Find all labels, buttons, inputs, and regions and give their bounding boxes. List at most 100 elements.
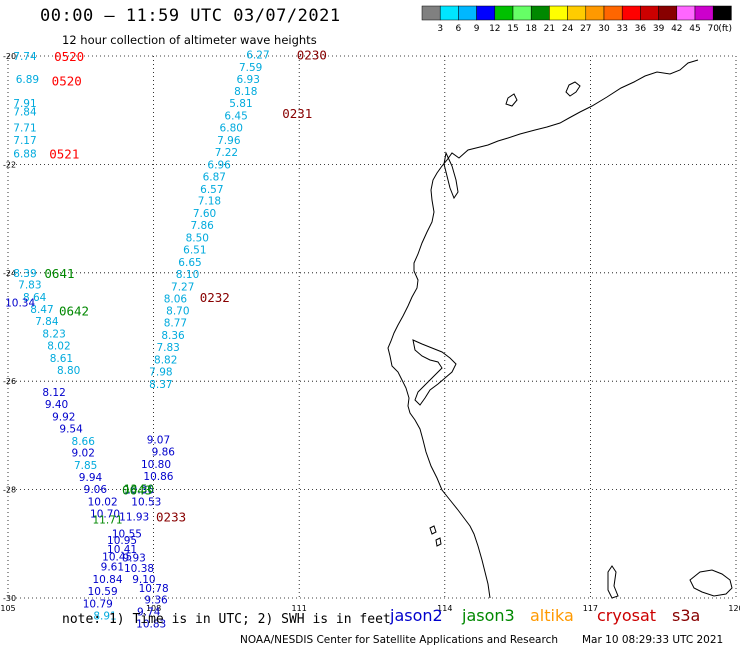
colorbar-swatch: [458, 5, 477, 21]
pass-labels: 0520 0520 0521 0230 0231 0232 0233 0641 0642 0643: [44, 47, 326, 524]
wave-height-point: 10.34: [5, 298, 35, 310]
wave-height-point: 10.95: [107, 535, 137, 547]
pass-label: 0520: [52, 73, 82, 88]
colorbar-unit: (ft): [718, 24, 732, 34]
wave-height-point: 10.41: [107, 544, 137, 556]
x-tick-label: 105: [0, 604, 15, 613]
wave-height-point: 10.84: [92, 574, 122, 586]
wave-height-point: 10.78: [139, 583, 169, 595]
wave-height-point: 10.45: [102, 551, 132, 563]
colorbar-swatch: [421, 5, 441, 21]
wave-height-point: 7.17: [13, 135, 36, 147]
colorbar-tick-label: 27: [580, 24, 591, 34]
colorbar-tick-label: 21: [544, 24, 555, 34]
colorbar-swatch: [476, 5, 496, 21]
x-tick-label: 108: [146, 604, 161, 613]
wave-height-point: 9.94: [79, 472, 103, 484]
wave-height-point: 7.18: [198, 196, 221, 208]
pass-label: 0520: [54, 49, 84, 64]
wave-height-point: 9.93: [122, 552, 145, 564]
wave-height-point: 8.18: [234, 86, 257, 98]
wave-height-point: 6.80: [220, 123, 243, 135]
wave-height-point: 6.96: [207, 159, 231, 171]
x-tick-label: 117: [583, 604, 598, 613]
wave-height-point: 9.92: [52, 411, 75, 423]
wave-height-point: 10.38: [124, 563, 154, 575]
wave-height-point: 8.12: [42, 387, 65, 399]
colorbar-swatch: [494, 5, 514, 21]
wave-height-point: 7.86: [190, 220, 214, 232]
pass-label: 0641: [44, 266, 74, 281]
wave-height-point: 7.96: [217, 135, 241, 147]
footer-credit: NOAA/NESDIS Center for Satellite Applica…: [240, 634, 558, 646]
wave-height-point: 6.57: [200, 184, 223, 196]
footer-note: note: 1) Time is in UTC; 2) SWH is in fe…: [62, 612, 391, 627]
wave-height-point: 8.23: [42, 329, 65, 341]
wave-height-point: 6.65: [178, 257, 201, 269]
island-south: [429, 525, 442, 547]
grid-lines: [7, 55, 737, 599]
island-east: [689, 569, 733, 597]
colorbar-swatch: [439, 5, 459, 21]
wave-height-point: 9.54: [59, 423, 83, 435]
wave-height-point: 8.66: [72, 436, 96, 448]
colorbar-tick-label: 18: [525, 24, 537, 34]
wave-height-point: 6.45: [224, 111, 247, 123]
pass-label: 0642: [59, 304, 89, 319]
island-north-2: [505, 93, 518, 107]
wave-height-point: 7.74: [13, 51, 37, 63]
colorbar-swatch: [530, 5, 550, 21]
wave-height-point: 7.59: [239, 62, 262, 74]
wave-height-point: 9.36: [144, 595, 168, 607]
colorbar: 3 6 9 12 15 18 21 24 27 30 33 36 39 42 45 70 (ft): [421, 5, 732, 34]
wave-height-point: 8.50: [186, 233, 209, 245]
wave-height-point: 6.89: [16, 74, 39, 86]
wave-height-point: 10.70: [90, 508, 120, 520]
colorbar-tick-label: 15: [507, 24, 518, 34]
wave-height-point: 11.71: [92, 514, 122, 526]
colorbar-tick-label: 24: [562, 24, 574, 34]
colorbar-swatch: [658, 5, 678, 21]
wave-height-point: 8.80: [57, 365, 80, 377]
wave-height-point: 10.55: [112, 529, 142, 541]
colorbar-swatch: [640, 5, 659, 21]
wave-height-point: 5.81: [229, 98, 252, 110]
wave-height-point: 10.02: [88, 497, 118, 509]
pass-label: 0232: [200, 290, 230, 305]
wave-height-point: 9.06: [84, 484, 108, 496]
y-tick-label: -24: [3, 269, 16, 278]
colorbar-tick-label: 45: [689, 24, 700, 34]
pass-label: 0230: [297, 47, 327, 62]
x-tick-label: 111: [292, 604, 307, 613]
x-tick-label: 114: [437, 604, 452, 613]
wave-height-point: 10.80: [141, 459, 171, 471]
colorbar-swatch: [694, 5, 714, 21]
wave-height-point: 7.71: [13, 123, 36, 135]
chart-subtitle: 12 hour collection of altimeter wave hei…: [62, 33, 317, 47]
wave-height-point: 9.74: [137, 607, 161, 619]
colorbar-swatch: [621, 5, 641, 21]
pass-label: 0521: [49, 147, 79, 162]
y-tick-label: -30: [3, 594, 16, 603]
wave-height-point: 9.40: [45, 399, 68, 411]
wave-height-point: 8.06: [164, 293, 188, 305]
y-tick-label: -22: [3, 160, 16, 169]
colorbar-swatch: [603, 5, 623, 21]
pass-label: 0231: [282, 106, 312, 121]
y-tick-label: -26: [3, 377, 16, 386]
coastline-bay: [412, 339, 457, 406]
y-tick-label: -28: [3, 486, 16, 495]
wave-height-point: 8.70: [166, 306, 189, 318]
wave-height-point: 8.10: [176, 269, 199, 281]
colorbar-tick-label: 12: [489, 24, 500, 34]
wave-height-point: 8.37: [149, 379, 172, 391]
pass-label: 0233: [156, 510, 186, 525]
colorbar-swatch: [567, 5, 587, 21]
y-tick-label: -20: [3, 52, 16, 61]
colorbar-swatch: [512, 5, 532, 21]
colorbar-tick-label: 33: [616, 24, 627, 34]
wave-height-point: 6.87: [203, 171, 226, 183]
wave-height-point: 8.47: [30, 304, 53, 316]
